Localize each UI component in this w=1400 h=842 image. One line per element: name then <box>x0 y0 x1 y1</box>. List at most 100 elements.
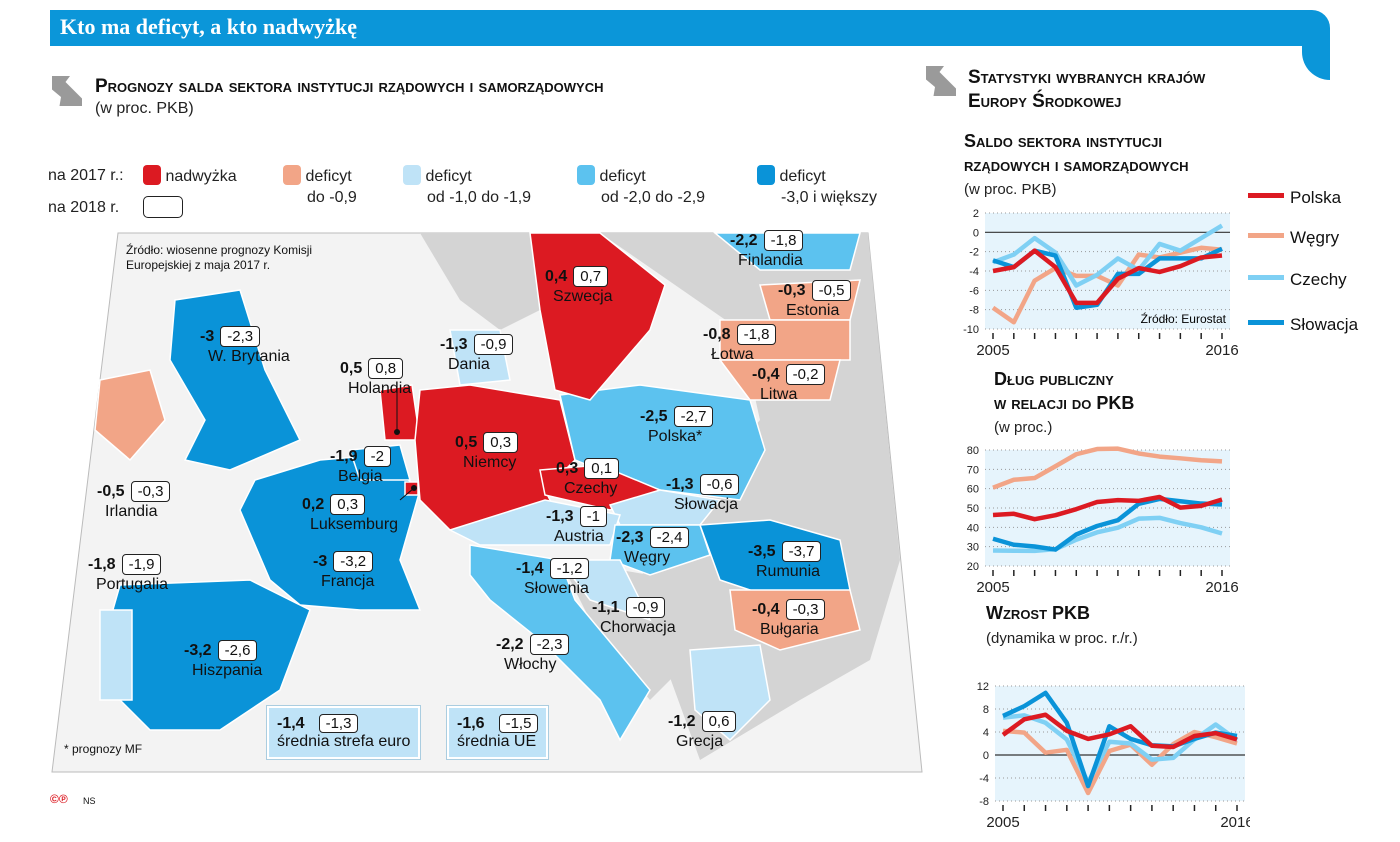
country-label: -0,5 -0,3 Irlandia <box>97 481 171 521</box>
copyright-icon: ©℗ <box>50 792 68 806</box>
value-2017: -2,2 <box>730 232 758 249</box>
country-name: Rumunia <box>756 563 821 580</box>
value-2018: -2,3 <box>220 326 261 347</box>
country-name: Holandia <box>348 380 412 397</box>
chart-title: Dług publiczny w relacji do PKB (w proc.) <box>994 369 1135 436</box>
x-tick-label: 2005 <box>976 342 1009 359</box>
country-name: Grecja <box>676 733 724 750</box>
legend-2017-label: na 2017 r.: <box>48 167 124 184</box>
country-name: Chorwacja <box>600 619 676 636</box>
legend-2018-label: na 2018 r. <box>48 199 120 216</box>
y-tick-label: -6 <box>969 285 979 297</box>
map-footnote: * prognozy MF <box>64 742 143 756</box>
series-line-węgry <box>1002 728 1238 796</box>
value-2018: -1,5 <box>498 714 539 733</box>
country-label: -1,2 0,6 Grecja <box>668 711 737 751</box>
y-tick-label: -4 <box>969 266 979 278</box>
country-portugal <box>99 609 133 701</box>
country-label: -2,3 -2,4 Węgry <box>616 527 690 567</box>
chart-title: Saldo sektora instytucji rządowych i samo… <box>964 131 1189 198</box>
country-name: Słowacja <box>674 496 739 513</box>
series-line-czechy <box>992 223 1224 288</box>
legend-label: deficyt <box>779 168 826 185</box>
legend-range: do -0,9 <box>307 189 357 206</box>
country-label: 0,5 0,8 Holandia <box>340 358 411 398</box>
country-label: -3,2 -2,6 Hiszpania <box>184 640 262 680</box>
y-tick-label: 8 <box>983 704 989 716</box>
value-2018: -2,7 <box>673 406 714 427</box>
legend-label: nadwyżka <box>165 168 237 185</box>
country-name: Irlandia <box>105 503 158 520</box>
value-2018: -2,3 <box>529 634 570 655</box>
y-tick-label: -10 <box>963 324 979 336</box>
y-tick-label: 0 <box>973 227 979 239</box>
series-swatch <box>1248 320 1284 325</box>
country-name: Niemcy <box>463 454 517 471</box>
country-name: Słowenia <box>524 580 589 597</box>
y-tick-label: 12 <box>977 681 989 693</box>
line-chart: 80 70 60 50 40 30 20 2005 2016 <box>967 445 1239 596</box>
value-2017: 0,5 <box>340 360 363 377</box>
legend-2018-box <box>143 196 183 218</box>
country-ireland <box>94 369 166 462</box>
country-label: -1,4 -1,2 Słowenia <box>516 558 590 598</box>
value-2018: -0,3 <box>130 481 171 502</box>
value-2017: -0,4 <box>752 601 780 618</box>
country-name: Litwa <box>760 386 798 403</box>
country-label: -0,4 -0,2 Litwa <box>752 364 826 404</box>
credit: NS <box>83 796 96 806</box>
value-2018: 0,6 <box>701 711 737 732</box>
country-label: -3 -3,2 Francja <box>313 551 374 591</box>
value-2017: 0,3 <box>556 460 579 477</box>
value-2017: -1,2 <box>668 713 696 730</box>
country-name: W. Brytania <box>208 348 290 365</box>
value-2017: -0,5 <box>97 483 125 500</box>
y-tick-label: 20 <box>967 561 979 573</box>
y-tick-label: 0 <box>983 750 989 762</box>
stats-section-title: Statystyki wybranych krajów Europy Środko… <box>968 67 1206 112</box>
legend-range: od -2,0 do -2,9 <box>601 189 706 206</box>
y-tick-label: 80 <box>967 445 979 457</box>
series-line-polska <box>992 248 1223 306</box>
value-2018: 0,8 <box>368 358 404 379</box>
country-label: -3 -2,3 W. Brytania <box>200 326 290 366</box>
series-line-czechy <box>992 515 1223 554</box>
chart-title: Wzrost PKB (dynamika w proc. r./r.) <box>986 603 1138 647</box>
value-2017: -1,9 <box>330 448 358 465</box>
x-tick-label: 2016 <box>1205 342 1238 359</box>
series-line-węgry <box>992 446 1223 490</box>
value-2017: -2,2 <box>496 636 524 653</box>
y-tick-label: -2 <box>969 247 979 259</box>
line-chart: 12 8 4 0 -4 -8 2005 2016 <box>977 681 1250 831</box>
chart-source: Źródło: Eurostat <box>1141 311 1227 326</box>
series-line-polska <box>1001 712 1238 750</box>
legend-range: -3,0 i większy <box>781 189 878 206</box>
value-2018: -0,6 <box>699 474 740 495</box>
value-2017: -1,3 <box>546 508 574 525</box>
country-name: Dania <box>448 356 490 373</box>
country-name: Bułgaria <box>760 621 819 638</box>
value-2018: -0,3 <box>785 599 826 620</box>
value-2017: -1,3 <box>666 476 694 493</box>
country-bulgaria <box>729 589 861 651</box>
value-2017: -1,6 <box>457 715 485 732</box>
legend-item: deficyt od -2,0 do -2,9 <box>577 165 705 208</box>
country-name: Szwecja <box>553 288 613 305</box>
series-name: Polska <box>1290 188 1342 207</box>
value-2018: 0,7 <box>573 266 609 287</box>
country-name: Belgia <box>338 468 383 485</box>
leader-line <box>399 487 415 501</box>
country-name: Łotwa <box>711 346 754 363</box>
x-tick-label: 2016 <box>1205 579 1238 596</box>
legend-swatch <box>143 165 161 185</box>
value-2018: -0,2 <box>785 364 826 385</box>
legend-item: deficyt od -1,0 do -1,9 <box>403 165 531 208</box>
legend-item: nadwyżka <box>143 165 237 208</box>
map-section-unit: (w proc. PKB) <box>95 100 194 117</box>
line-chart: 2 0 -2 -4 -6 -8 -10 2005 2016 Źródło: Eurostat <box>963 208 1239 359</box>
value-2018: -1,2 <box>549 558 590 579</box>
banner-tail <box>1302 30 1330 80</box>
country-label: -1,3 -1 Austria <box>546 506 607 546</box>
country-name: Portugalia <box>96 576 169 593</box>
country-label: -0,3 -0,5 Estonia <box>778 280 852 320</box>
